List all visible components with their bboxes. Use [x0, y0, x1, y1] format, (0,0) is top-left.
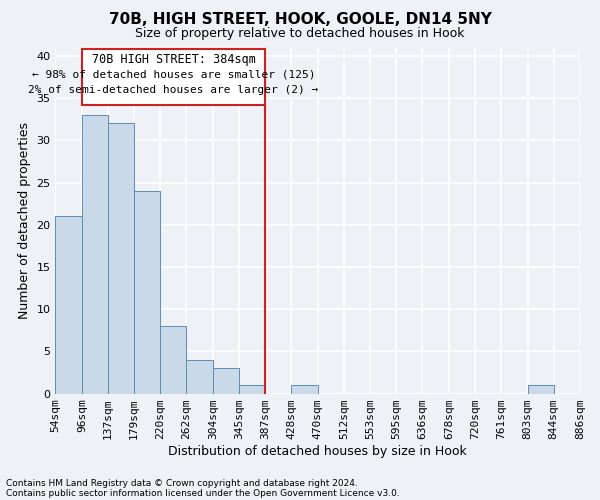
Y-axis label: Number of detached properties: Number of detached properties [18, 122, 31, 319]
Text: 2% of semi-detached houses are larger (2) →: 2% of semi-detached houses are larger (2… [28, 85, 319, 95]
Bar [291, 385, 317, 394]
Bar [134, 191, 160, 394]
Bar [580, 385, 600, 394]
Bar [82, 115, 107, 394]
Text: Contains HM Land Registry data © Crown copyright and database right 2024.: Contains HM Land Registry data © Crown c… [6, 478, 358, 488]
Text: ← 98% of detached houses are smaller (125): ← 98% of detached houses are smaller (12… [32, 70, 316, 80]
FancyBboxPatch shape [82, 49, 265, 105]
Bar [55, 216, 82, 394]
Bar [213, 368, 239, 394]
Bar [239, 385, 265, 394]
Bar [527, 385, 554, 394]
X-axis label: Distribution of detached houses by size in Hook: Distribution of detached houses by size … [168, 444, 467, 458]
Text: Contains public sector information licensed under the Open Government Licence v3: Contains public sector information licen… [6, 488, 400, 498]
Bar [160, 326, 187, 394]
Text: Size of property relative to detached houses in Hook: Size of property relative to detached ho… [135, 28, 465, 40]
Bar [107, 124, 134, 394]
Bar [187, 360, 213, 394]
Text: 70B HIGH STREET: 384sqm: 70B HIGH STREET: 384sqm [92, 54, 256, 66]
Text: 70B, HIGH STREET, HOOK, GOOLE, DN14 5NY: 70B, HIGH STREET, HOOK, GOOLE, DN14 5NY [109, 12, 491, 28]
